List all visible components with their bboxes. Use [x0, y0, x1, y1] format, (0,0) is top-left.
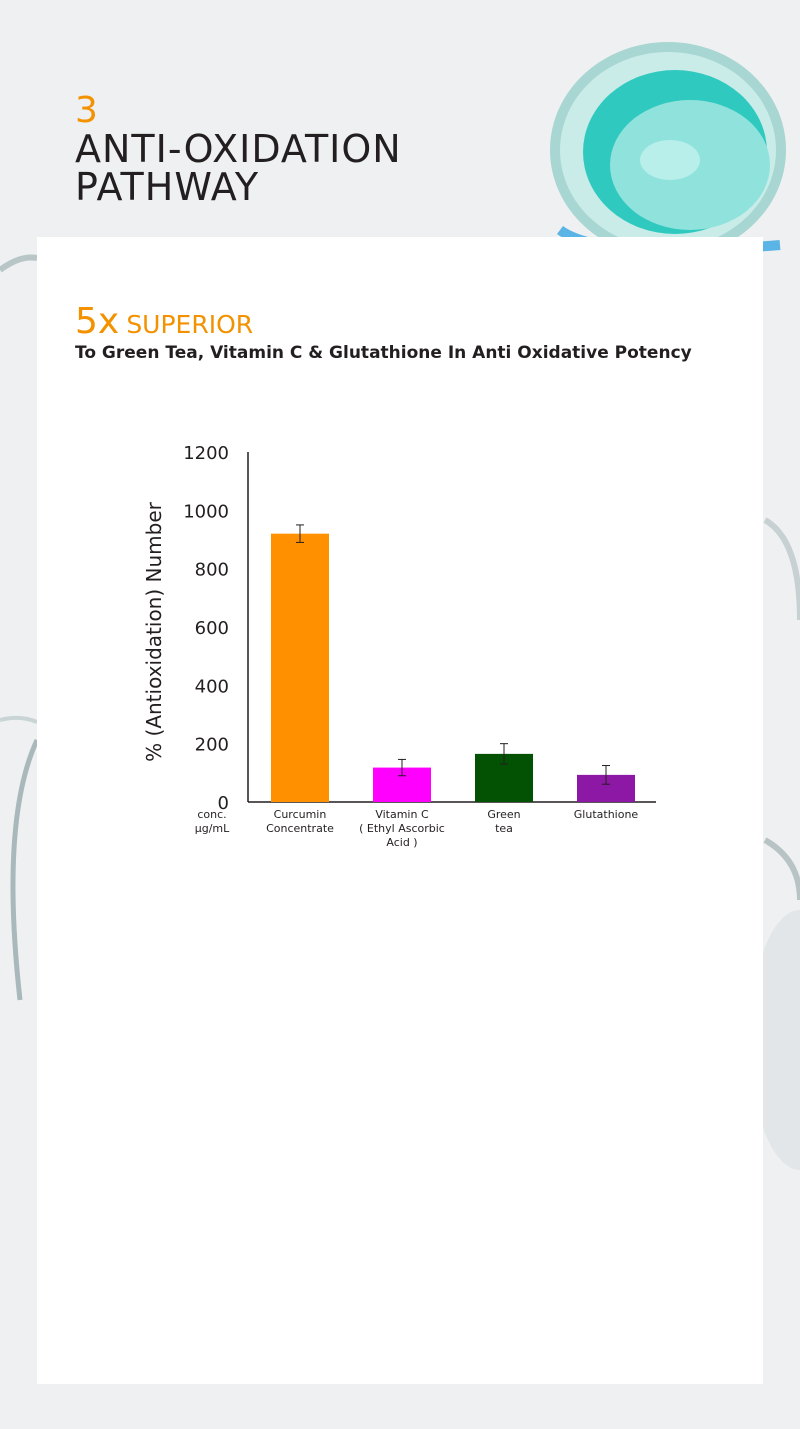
x-axis-caption: conc.	[197, 808, 226, 821]
x-tick-label: Green	[487, 808, 520, 821]
x-tick-label: Glutathione	[574, 808, 639, 821]
claim-label: SUPERIOR	[126, 310, 254, 339]
claim-subtitle: To Green Tea, Vitamin C & Glutathione In…	[75, 343, 692, 363]
title-line-2: PATHWAY	[75, 165, 260, 209]
y-tick-label: 1200	[183, 443, 229, 464]
x-axis-caption: µg/mL	[195, 822, 230, 835]
y-tick-label: 200	[195, 735, 229, 756]
y-axis-label: % (Antioxidation) Number	[142, 501, 166, 761]
x-tick-label: ( Ethyl Ascorbic	[359, 822, 445, 835]
section-heading: 3 ANTI-OXIDATION PATHWAY	[75, 90, 402, 209]
superior-claim: 5x SUPERIOR	[75, 302, 253, 345]
bar	[271, 533, 329, 802]
x-tick-label: tea	[495, 822, 513, 835]
y-tick-label: 0	[218, 793, 229, 814]
x-tick-label: Acid )	[386, 836, 417, 849]
x-tick-label: Vitamin C	[375, 808, 429, 821]
y-tick-label: 600	[195, 618, 229, 639]
step-number: 3	[75, 90, 98, 131]
y-tick-label: 1000	[183, 501, 229, 522]
y-tick-label: 800	[195, 560, 229, 581]
x-tick-label: Concentrate	[266, 822, 334, 835]
cream-jar-image	[550, 42, 786, 258]
y-tick-label: 400	[195, 676, 229, 697]
claim-multiplier: 5x	[75, 301, 120, 342]
title-line-1: ANTI-OXIDATION	[75, 127, 402, 171]
content-panel	[37, 237, 763, 1384]
x-tick-label: Curcumin	[274, 808, 327, 821]
